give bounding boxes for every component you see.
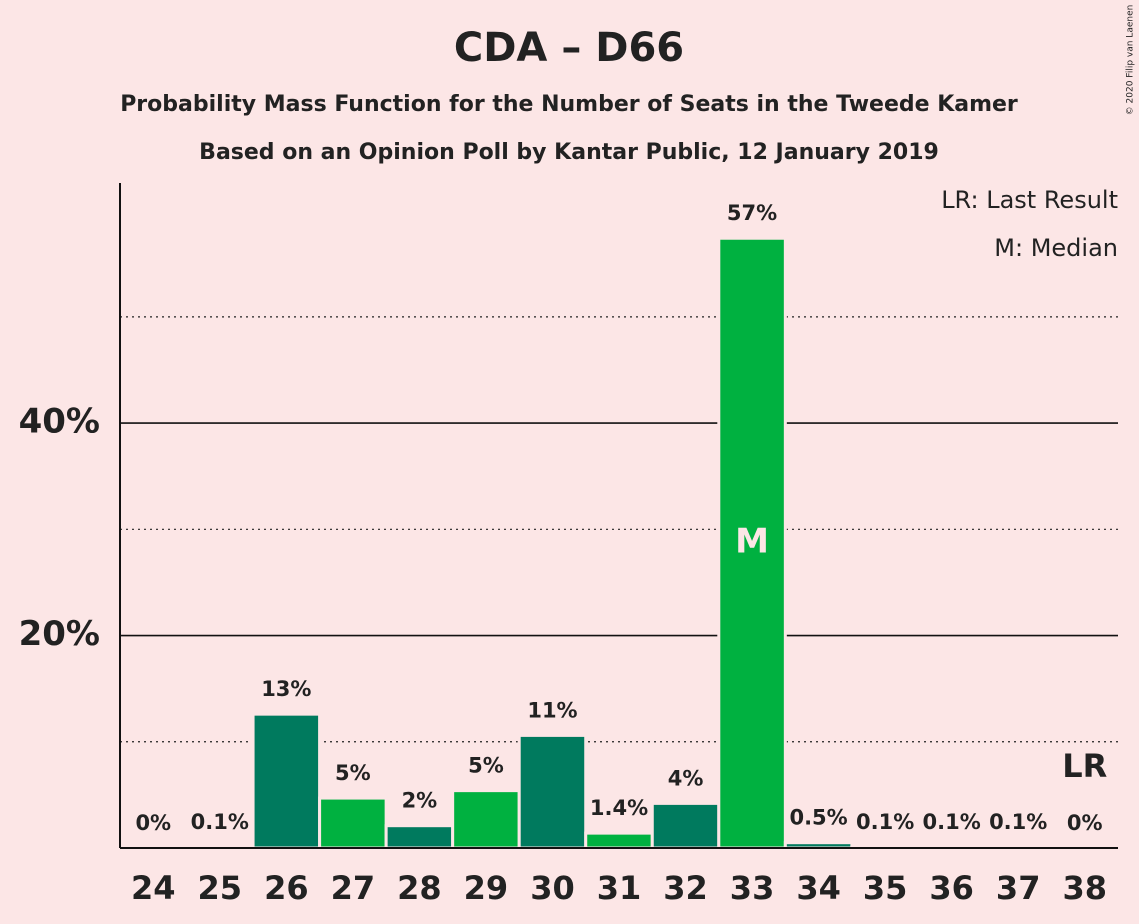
value-label: 13% xyxy=(261,677,311,701)
value-label: 5% xyxy=(468,754,504,778)
x-tick-label: 25 xyxy=(198,869,243,907)
y-tick-label: 40% xyxy=(19,402,100,442)
x-tick-label: 35 xyxy=(863,869,908,907)
bar xyxy=(451,789,521,850)
x-tick-label: 37 xyxy=(996,869,1041,907)
x-tick-label: 33 xyxy=(730,869,775,907)
x-tick-label: 34 xyxy=(796,869,841,907)
x-tick-label: 24 xyxy=(131,869,176,907)
last-result-marker: LR xyxy=(1062,747,1107,785)
value-label: 2% xyxy=(402,789,438,813)
value-label: 0.1% xyxy=(989,810,1047,834)
chart-subtitle: Probability Mass Function for the Number… xyxy=(120,92,1018,117)
x-tick-label: 29 xyxy=(464,869,509,907)
chart-title: CDA – D66 xyxy=(454,25,684,71)
x-tick-label: 36 xyxy=(929,869,974,907)
x-tick-label: 38 xyxy=(1062,869,1107,907)
x-tick-label: 27 xyxy=(331,869,376,907)
bar xyxy=(384,824,455,850)
x-tick-label: 30 xyxy=(530,869,575,907)
chart-subtitle: Based on an Opinion Poll by Kantar Publi… xyxy=(199,140,939,165)
value-label: 0.1% xyxy=(856,810,914,834)
x-tick-label: 26 xyxy=(264,869,309,907)
value-label: 11% xyxy=(527,698,577,722)
value-label: 0% xyxy=(1067,811,1103,835)
value-label: 0.5% xyxy=(789,806,847,830)
x-tick-label: 32 xyxy=(663,869,708,907)
value-label: 57% xyxy=(727,201,777,225)
median-marker: M xyxy=(735,522,769,562)
bar xyxy=(251,712,322,850)
value-label: 5% xyxy=(335,761,371,785)
bar xyxy=(650,801,721,850)
value-label: 1.4% xyxy=(590,796,648,820)
x-tick-label: 28 xyxy=(397,869,442,907)
legend-entry: LR: Last Result xyxy=(941,186,1118,214)
bar xyxy=(717,236,787,850)
legend-entry: M: Median xyxy=(994,234,1118,262)
bar xyxy=(517,733,588,850)
bar xyxy=(584,831,654,850)
copyright: © 2020 Filip van Laenen xyxy=(1126,5,1136,116)
y-tick-label: 20% xyxy=(19,614,100,654)
value-label: 0.1% xyxy=(923,810,981,834)
value-label: 0.1% xyxy=(191,810,249,834)
value-label: 0% xyxy=(135,811,171,835)
value-label: 4% xyxy=(668,766,704,790)
x-tick-label: 31 xyxy=(597,869,642,907)
bar xyxy=(318,796,388,850)
